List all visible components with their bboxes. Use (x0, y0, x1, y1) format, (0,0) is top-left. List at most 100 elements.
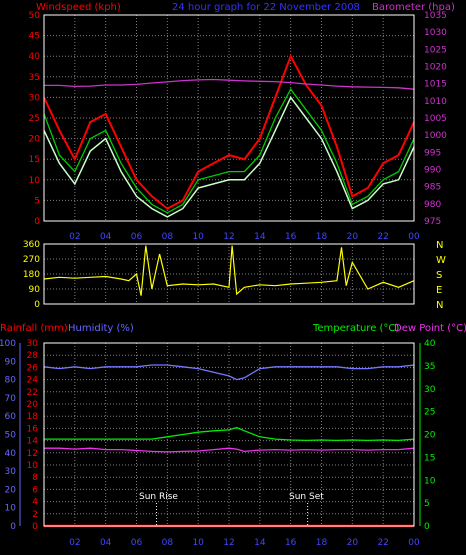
baro-y-tick: 1020 (424, 63, 447, 73)
wind-y-tick: 5 (34, 196, 40, 206)
humidity-y-tick: 50 (5, 431, 17, 441)
baro-y-tick: 1010 (424, 97, 447, 107)
x-tick-label: 18 (316, 538, 328, 548)
temperature-line (44, 426, 415, 442)
temp-y-tick: 5 (424, 499, 430, 509)
x-tick-label: 10 (192, 538, 204, 548)
temp-y-tick: 20 (424, 431, 436, 441)
humidity-y-tick: 10 (5, 504, 17, 514)
x-tick-label: 04 (100, 232, 112, 242)
rainfall-title: Rainfall (mm) (0, 323, 68, 334)
rain-y-tick: 8 (32, 473, 38, 483)
baro-y-tick: 1025 (424, 45, 447, 55)
baro-y-tick: 980 (424, 200, 441, 210)
temp-y-tick: 15 (424, 453, 435, 463)
x-tick-label: 00 (408, 232, 420, 242)
humidity-y-tick: 40 (5, 449, 17, 459)
compass-letter: N (436, 300, 443, 311)
rain-y-tick: 12 (27, 449, 38, 459)
baro-y-tick: 1000 (424, 131, 447, 141)
x-tick-label: 20 (347, 232, 359, 242)
wind-speed-line (43, 95, 415, 218)
rain-y-tick: 14 (27, 437, 39, 447)
rain-y-tick: 10 (27, 461, 39, 471)
rain-y-tick: 0 (32, 522, 38, 532)
dir-y-tick: 360 (23, 240, 40, 250)
temperature-title: Temperature (°C) (312, 323, 399, 334)
x-tick-label: 06 (131, 232, 143, 242)
humidity-y-tick: 20 (5, 485, 17, 495)
x-tick-label: 16 (285, 538, 297, 548)
x-tick-label: 10 (192, 232, 204, 242)
wind-y-tick: 40 (29, 52, 41, 62)
baro-y-tick: 1030 (424, 28, 447, 38)
rain-y-tick: 20 (27, 400, 39, 410)
temp-y-tick: 35 (424, 362, 435, 372)
x-tick-label: 16 (285, 232, 297, 242)
wind-y-tick: 45 (29, 32, 40, 42)
rain-y-tick: 6 (32, 485, 38, 495)
humidity-y-tick: 0 (10, 522, 16, 532)
humidity-y-tick: 100 (0, 339, 16, 349)
dewpoint-line (44, 447, 415, 453)
x-tick-label: 20 (347, 538, 359, 548)
wind-y-tick: 35 (29, 73, 40, 83)
x-tick-label: 14 (254, 538, 266, 548)
climate-panel: 0102030405060708090100024681012141618202… (0, 339, 436, 548)
humidity-line (43, 364, 415, 381)
x-tick-label: 06 (131, 538, 143, 548)
x-tick-label: 22 (377, 232, 388, 242)
baro-y-tick: 985 (424, 183, 441, 193)
x-tick-label: 02 (69, 232, 80, 242)
wind-y-tick: 30 (29, 93, 41, 103)
x-tick-label: 18 (316, 232, 328, 242)
sunset-label: Sun Set (289, 492, 324, 502)
baro-y-tick: 975 (424, 217, 441, 227)
direction-panel: 360 N 270 W 180 S 90 E 0 N (23, 240, 446, 311)
wind-gust-line (43, 53, 415, 210)
dir-y-tick: 180 (23, 270, 40, 280)
rain-y-tick: 18 (27, 412, 39, 422)
x-tick-label: 12 (223, 538, 234, 548)
baro-y-tick: 1005 (424, 114, 447, 124)
compass-letter: S (436, 270, 442, 281)
wind-frame (43, 14, 415, 222)
wind-direction-line (43, 245, 415, 296)
x-tick-label: 22 (377, 538, 388, 548)
barometer-title: Barometer (hpa) (372, 2, 455, 13)
temp-y-tick: 25 (424, 408, 435, 418)
rain-y-tick: 28 (27, 351, 39, 361)
humidity-y-tick: 80 (5, 376, 17, 386)
humidity-y-tick: 60 (5, 412, 17, 422)
wind-y-tick: 25 (29, 114, 40, 124)
sunrise-label: Sun Rise (139, 492, 178, 502)
rain-y-tick: 26 (27, 363, 39, 373)
x-tick-label: 04 (100, 538, 112, 548)
compass-letter: E (436, 285, 442, 296)
compass-letter: N (436, 240, 443, 251)
dir-y-tick: 0 (34, 300, 40, 310)
baro-y-tick: 1035 (424, 11, 447, 21)
humidity-y-tick: 30 (5, 467, 17, 477)
temp-y-tick: 10 (424, 476, 436, 486)
x-tick-label: 14 (254, 232, 266, 242)
date-title: 24 hour graph for 22 November 2008 (172, 2, 360, 13)
climate-frame (43, 342, 415, 527)
x-tick-label: 08 (162, 538, 174, 548)
wind-y-tick: 0 (34, 217, 40, 227)
wind-title: Windspeed (kph) (36, 2, 121, 13)
rain-y-tick: 30 (27, 339, 39, 349)
wind-y-tick: 20 (29, 135, 41, 145)
dir-y-tick: 270 (23, 255, 40, 265)
x-tick-label: 00 (408, 538, 420, 548)
x-tick-label: 08 (162, 232, 174, 242)
dir-frame (43, 243, 415, 305)
temp-y-tick: 40 (424, 339, 436, 349)
rain-y-tick: 22 (27, 388, 38, 398)
x-tick-label: 12 (223, 232, 234, 242)
wind-average-line (43, 87, 415, 214)
dir-y-tick: 90 (29, 285, 41, 295)
wind-y-tick: 15 (29, 155, 40, 165)
